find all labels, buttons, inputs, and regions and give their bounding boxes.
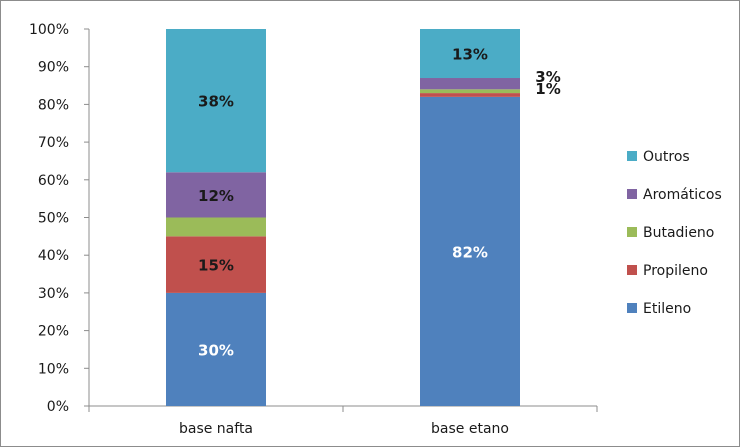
legend-swatch xyxy=(627,303,637,313)
legend-label: Aromáticos xyxy=(643,187,722,203)
legend-label: Propileno xyxy=(643,263,708,279)
x-category-label: base nafta xyxy=(179,421,253,437)
y-tick-label: 80% xyxy=(38,97,69,113)
bar-segment-butadieno xyxy=(166,217,266,237)
bar-segment-etileno xyxy=(420,96,520,407)
y-tick-label: 20% xyxy=(38,324,69,340)
bars xyxy=(166,29,520,407)
data-labels: 30% 15% 12% 38% 82% 1%3% 13% xyxy=(198,46,561,360)
bar-segment-propileno xyxy=(420,93,520,97)
legend-swatch xyxy=(627,265,637,275)
bar-segment-outros xyxy=(420,29,520,79)
y-tick-label: 40% xyxy=(38,248,69,264)
y-tick-label: 100% xyxy=(29,22,69,38)
data-label: 15% xyxy=(198,257,234,275)
data-label: 13% xyxy=(452,46,488,64)
data-label: 3% xyxy=(535,68,560,86)
y-tick-label: 30% xyxy=(38,286,69,302)
y-tick-label: 50% xyxy=(38,211,69,227)
bar-segment-aromáticos xyxy=(166,172,266,218)
legend-label: Etileno xyxy=(643,301,691,317)
data-label: 12% xyxy=(198,187,234,205)
y-tick-label: 60% xyxy=(38,173,69,189)
y-tick-label: 70% xyxy=(38,135,69,151)
y-tick-label: 10% xyxy=(38,361,69,377)
bar-segment-outros xyxy=(166,29,266,173)
legend-label: Butadieno xyxy=(643,225,714,241)
data-label: 1% xyxy=(535,80,560,98)
bar-segment-aromáticos xyxy=(420,78,520,90)
y-tick-label: 0% xyxy=(47,399,69,415)
data-label: 82% xyxy=(452,243,488,261)
bar-segment-propileno xyxy=(166,236,266,293)
bar-segment-butadieno xyxy=(420,89,520,94)
legend-swatch xyxy=(627,151,637,161)
legend-swatch xyxy=(627,227,637,237)
data-label: 38% xyxy=(198,93,234,111)
legend: Outros Aromáticos Butadieno Propileno Etilen… xyxy=(627,149,722,317)
bar-segment-etileno xyxy=(166,292,266,406)
legend-label: Outros xyxy=(643,149,690,165)
legend-swatch xyxy=(627,189,637,199)
data-label: 30% xyxy=(198,341,234,359)
x-category-label: base etano xyxy=(431,421,509,437)
axes: 0% 10% 20% 30% 40% 50% 60% 70% 80% 90% 100% base na… xyxy=(29,22,598,437)
y-tick-label: 90% xyxy=(38,60,69,76)
